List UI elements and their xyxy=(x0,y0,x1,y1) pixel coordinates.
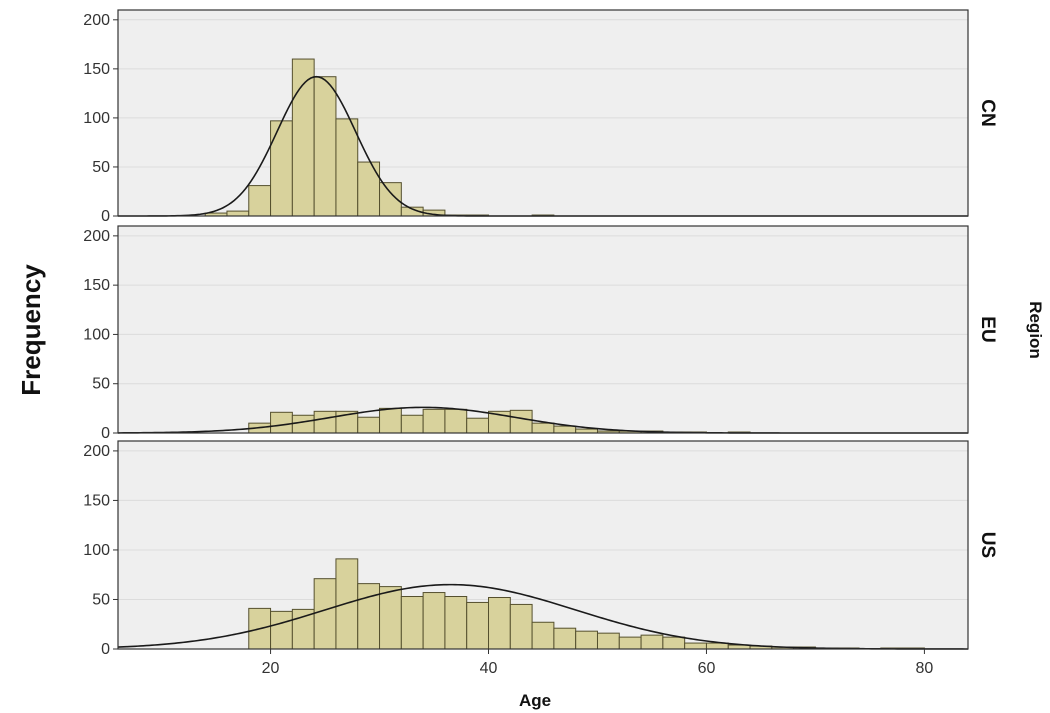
panel-background xyxy=(118,10,968,216)
y-tick-label: 100 xyxy=(83,110,110,127)
histogram-bar xyxy=(226,210,250,217)
y-tick-label: 150 xyxy=(83,277,110,294)
histogram-bar xyxy=(291,414,315,434)
panels-layer: 050100150200CN050100150200EU050100150200… xyxy=(83,9,998,677)
histogram-bar xyxy=(270,411,293,434)
panel-background xyxy=(118,226,968,433)
histogram-bar xyxy=(444,596,468,650)
panel-background xyxy=(118,441,968,649)
histogram-bar xyxy=(684,642,707,650)
facet-axis-title: Region xyxy=(1026,301,1045,359)
histogram-bar xyxy=(618,636,642,650)
histogram-bar xyxy=(400,414,424,434)
x-tick-label: 60 xyxy=(698,660,716,677)
y-tick-label: 0 xyxy=(101,208,110,225)
histogram-bar xyxy=(335,118,359,217)
panel-frame xyxy=(117,440,969,650)
histogram-bar xyxy=(509,409,533,434)
panel-frame xyxy=(117,225,969,434)
facet-label-us: US xyxy=(977,532,998,558)
y-tick-label: 50 xyxy=(92,376,110,393)
histogram-bar xyxy=(640,634,664,650)
normal-curve xyxy=(117,583,968,650)
y-tick-label: 100 xyxy=(83,542,110,559)
histogram-bar xyxy=(488,596,511,650)
panel-frame xyxy=(117,9,969,217)
facet-label-eu: EU xyxy=(977,316,998,342)
histogram-bar xyxy=(291,608,315,650)
panel-us: 0 50 100 150 200 US 20 40 60 80 xyxy=(83,440,998,677)
x-tick-label: 40 xyxy=(480,660,498,677)
histogram-bar xyxy=(270,610,293,650)
histogram-bar xyxy=(422,592,446,650)
y-axis-title: Frequency xyxy=(16,264,46,396)
y-tick-label: 150 xyxy=(83,492,110,509)
histogram-bar xyxy=(291,58,315,217)
histogram-bar xyxy=(662,636,686,650)
histogram-bar xyxy=(248,185,272,217)
y-tick-label: 50 xyxy=(92,159,110,176)
histogram-bar xyxy=(553,627,577,650)
histogram-bar xyxy=(531,621,555,650)
histogram-bar xyxy=(444,408,468,434)
histogram-bar xyxy=(313,76,337,217)
y-tick-label: 200 xyxy=(83,12,110,29)
histogram-bar xyxy=(553,425,577,434)
panel-cn: 0 50 100 150 200 CN xyxy=(83,9,998,225)
histogram-bar xyxy=(466,601,490,650)
histogram-bar xyxy=(466,417,490,434)
histogram-bar xyxy=(575,630,598,650)
histogram-bar xyxy=(357,583,381,650)
y-tick-label: 200 xyxy=(83,228,110,245)
histogram-bar xyxy=(531,422,555,434)
y-tick-label: 200 xyxy=(83,443,110,460)
histogram-bar xyxy=(270,120,293,217)
y-tick-label: 50 xyxy=(92,591,110,608)
y-tick-label: 0 xyxy=(101,641,110,658)
x-tick-label: 80 xyxy=(916,660,934,677)
x-tick-label: 20 xyxy=(262,660,280,677)
y-tick-label: 150 xyxy=(83,61,110,78)
histogram-bar xyxy=(379,586,402,650)
facet-label-cn: CN xyxy=(977,99,998,126)
histogram-bar xyxy=(313,578,337,650)
histogram-bar xyxy=(400,596,424,650)
x-axis-title: Age xyxy=(519,691,551,710)
histogram-bar xyxy=(357,416,381,434)
y-tick-label: 100 xyxy=(83,326,110,343)
histogram-bar xyxy=(379,407,402,434)
histogram-bar xyxy=(313,410,337,434)
y-tick-label: 0 xyxy=(101,425,110,442)
histogram-bar xyxy=(596,632,620,650)
histogram-bar xyxy=(422,408,446,434)
histogram-bar xyxy=(509,603,533,650)
histogram-bar xyxy=(357,161,381,217)
panel-eu: 0 50 100 150 200 EU xyxy=(83,225,998,442)
